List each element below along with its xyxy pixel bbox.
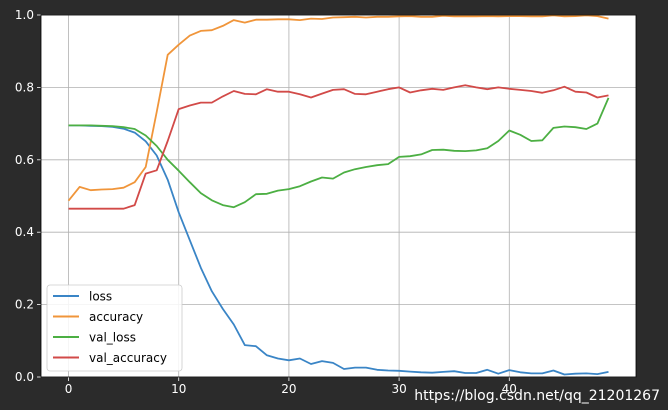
series-line-val-loss (68, 97, 610, 209)
x-tick-label: 30 (391, 382, 406, 396)
x-tick-label: 0 (65, 382, 73, 396)
watermark-text: https://blog.csdn.net/qq_21201267 (414, 388, 660, 404)
series-line-val-accuracy (68, 84, 609, 210)
x-tick-label: 40 (502, 382, 517, 396)
y-tick-label: 0.8 (15, 80, 34, 94)
series-group (67, 14, 610, 376)
legend-label: loss (89, 290, 112, 304)
series-line-loss (68, 124, 609, 376)
x-tick-label: 10 (171, 382, 186, 396)
x-axis-ticks: 0 10 20 30 40 (65, 377, 517, 396)
y-tick-label: 1.0 (15, 8, 34, 22)
y-tick-label: 0.6 (15, 153, 34, 167)
y-tick-label: 0.0 (15, 370, 34, 384)
plot-frame (40, 14, 637, 378)
y-axis-ticks: 0.0 0.2 0.4 0.6 0.8 1.0 (15, 8, 41, 384)
legend-box (46, 284, 183, 372)
x-tick-label: 20 (281, 382, 296, 396)
y-tick-label: 0.2 (15, 298, 34, 312)
series-line-accuracy (67, 14, 609, 202)
legend-label: val_loss (89, 331, 136, 345)
legend-label: accuracy (89, 310, 143, 324)
legend: loss accuracy val_loss val_accuracy (46, 284, 183, 372)
legend-label: val_accuracy (89, 351, 167, 365)
y-tick-label: 0.4 (15, 225, 34, 239)
